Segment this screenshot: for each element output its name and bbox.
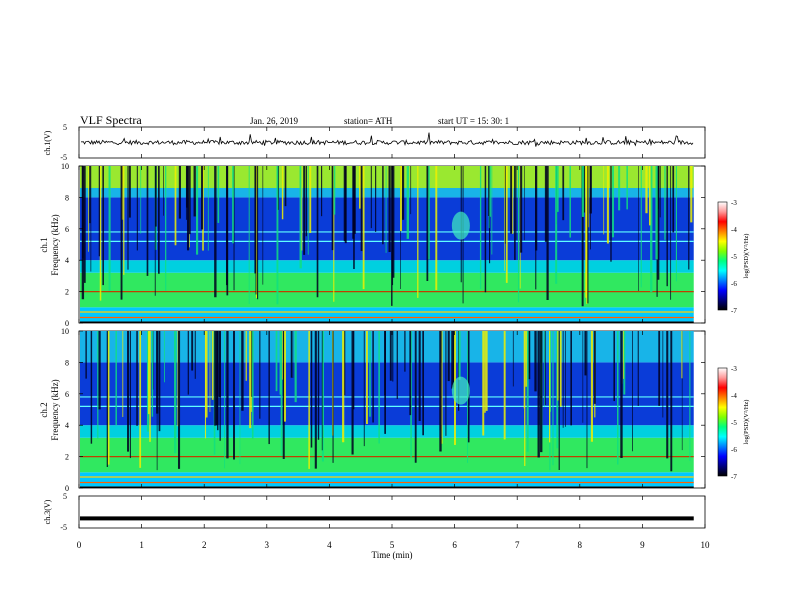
spec2-body-band-1 <box>80 472 694 487</box>
spec2-body-band-0 <box>80 486 694 488</box>
spec1-body-band-4 <box>80 197 694 261</box>
spec1-body-emission-blob <box>451 211 470 240</box>
spec2-body-ytick-label: 8 <box>65 358 69 367</box>
ch1-voltage-trace <box>80 132 694 147</box>
ch1-ytick-top: 5 <box>63 123 67 132</box>
cbar2-tick-label: -6 <box>731 446 737 454</box>
spec2-body-ytick-label: 10 <box>61 327 69 336</box>
spec2-body-band-2 <box>80 437 694 473</box>
ch2-spectrogram-image <box>80 331 694 488</box>
spec1-body-band-3 <box>80 260 694 273</box>
spec2-body-band-5 <box>80 331 694 363</box>
ch2-colorbar: -3 -4 -5 -6 -7 log(PSD)(V²/Hz) <box>717 365 750 481</box>
x-tick-label: 0 <box>77 540 82 550</box>
cbar2-label: log(PSD)(V²/Hz) <box>743 400 750 445</box>
spec1-body-band-0 <box>80 321 694 323</box>
x-tick-label: 9 <box>640 540 645 550</box>
x-tick-label: 7 <box>515 540 520 550</box>
ch3-voltage-ylabel: ch.3(V) <box>43 499 52 524</box>
ch3-voltage-frame <box>78 495 706 529</box>
ch1-voltage-ylabel: ch.1(V) <box>43 130 52 155</box>
x-axis-label: Time (min) <box>372 550 413 560</box>
x-tick-label: 5 <box>390 540 395 550</box>
station-label: station= ATH <box>344 116 393 126</box>
ch1-colorbar: -3 -4 -5 -6 -7 log(PSD)(V²/Hz) <box>717 199 750 315</box>
cbar1-tick-label: -5 <box>731 253 737 261</box>
date-label: Jan. 26, 2019 <box>250 116 298 126</box>
spec2-body-ytick-label: 2 <box>65 453 69 462</box>
x-tick-label: 10 <box>701 540 711 550</box>
spec1-body-band-2 <box>80 272 694 308</box>
spec1-body-ytick-label: 8 <box>65 193 69 202</box>
ch1-spectrogram-panel: 10 8 6 4 2 0 ch.1 Frequency (kHz) <box>39 162 706 328</box>
ch3-ytick-bottom: -5 <box>60 523 67 532</box>
ch1-spectrogram-ylabel-channel: ch.1 <box>39 237 49 252</box>
spec1-body-ytick-label: 2 <box>65 288 69 297</box>
spec1-body-band-1 <box>80 307 694 322</box>
cbar2-tick-label: -4 <box>731 392 737 400</box>
spec2-body-band-3 <box>80 425 694 438</box>
cbar1-label: log(PSD)(V²/Hz) <box>743 234 750 279</box>
ch1-spectrogram-image <box>80 166 694 323</box>
spec2-body-band-4 <box>80 362 694 426</box>
cbar1-tick-label: -3 <box>731 199 737 207</box>
cbar1-tick-label: -6 <box>731 280 737 288</box>
x-tick-label: 2 <box>202 540 207 550</box>
x-tick-label: 8 <box>578 540 583 550</box>
spec1-body-ytick-label: 0 <box>65 319 69 328</box>
x-axis: 0 1 2 3 4 5 6 7 8 9 10 <box>77 127 710 550</box>
x-tick-label: 3 <box>265 540 270 550</box>
ch1-voltage-panel: 5 -5 ch.1(V) <box>43 123 706 162</box>
x-tick-label: 6 <box>452 540 457 550</box>
spec1-body-ytick-label: 10 <box>61 162 69 171</box>
spec1-body-top-band <box>80 166 694 188</box>
cbar2-tick-label: -3 <box>731 365 737 373</box>
cbar2-tick-label: -5 <box>731 419 737 427</box>
ch3-voltage-trace <box>80 516 694 521</box>
x-tick-label: 1 <box>139 540 144 550</box>
spec2-body-emission-blob <box>451 376 470 405</box>
ch1-ytick-bottom: -5 <box>60 153 67 162</box>
ch3-ytick-top: 5 <box>63 492 67 501</box>
cbar1-bar <box>717 201 728 311</box>
ch2-spectrogram-ylabel-channel: ch.2 <box>39 402 49 417</box>
ch1-spectrogram-ylabel-freq: Frequency (kHz) <box>50 214 60 275</box>
ch3-voltage-panel: 5 -5 ch.3(V) <box>43 492 706 532</box>
cbar2-bar <box>717 367 728 477</box>
spec1-body-ytick-label: 4 <box>65 256 69 265</box>
ch2-spectrogram-panel: 10 8 6 4 2 0 ch.2 Frequency (kHz) <box>39 327 706 493</box>
start-ut-label: start UT = 15: 30: 1 <box>438 116 509 126</box>
cbar1-tick-label: -4 <box>731 226 737 234</box>
cbar2-tick-label: -7 <box>731 473 737 481</box>
x-tick-label: 4 <box>327 540 332 550</box>
ch2-spectrogram-ylabel-freq: Frequency (kHz) <box>50 379 60 440</box>
spec2-body-ytick-label: 0 <box>65 484 69 493</box>
spec2-body-ytick-label: 6 <box>65 390 69 399</box>
figure-title: VLF Spectra <box>80 113 142 127</box>
spec1-body-ytick-label: 6 <box>65 225 69 234</box>
cbar1-tick-label: -7 <box>731 307 737 315</box>
spec2-body-ytick-label: 4 <box>65 421 69 430</box>
